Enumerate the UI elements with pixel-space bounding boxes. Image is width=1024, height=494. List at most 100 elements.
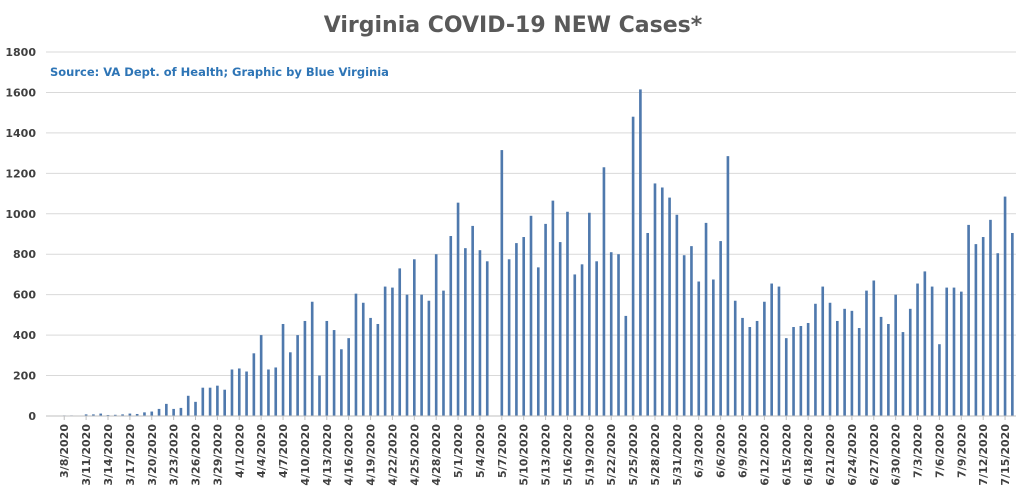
x-tick-label: 7/9/2020 — [955, 424, 968, 478]
x-tick-label: 7/12/2020 — [977, 424, 990, 486]
x-tick-label: 3/29/2020 — [211, 424, 224, 486]
bar — [216, 385, 219, 416]
x-tick-label: 6/27/2020 — [868, 424, 881, 486]
bar — [427, 300, 431, 416]
bar — [442, 290, 445, 416]
x-tick-label: 4/28/2020 — [430, 424, 443, 486]
x-tick-label: 5/13/2020 — [540, 424, 553, 486]
bar — [150, 411, 154, 416]
x-tick-label: 4/4/2020 — [255, 424, 268, 478]
bar — [624, 315, 628, 416]
bar — [660, 187, 664, 416]
bar — [879, 316, 883, 416]
bar — [697, 281, 701, 416]
bar — [391, 287, 394, 416]
x-tick-label: 5/25/2020 — [627, 424, 640, 486]
bar — [485, 261, 489, 416]
x-tick-label: 4/1/2020 — [233, 424, 246, 478]
x-tick-label: 4/10/2020 — [299, 424, 312, 486]
y-tick-label: 600 — [13, 289, 36, 302]
bar — [252, 353, 256, 416]
bar — [989, 219, 992, 416]
x-tick-label: 6/24/2020 — [846, 424, 859, 486]
x-tick-label: 5/22/2020 — [605, 424, 618, 486]
bar — [172, 408, 175, 416]
bar — [536, 267, 540, 416]
x-tick-label: 6/21/2020 — [824, 424, 837, 486]
x-tick-label: 5/31/2020 — [671, 424, 684, 486]
chart-title: Virginia COVID-19 NEW Cases* — [324, 13, 703, 38]
bar — [719, 241, 722, 416]
bar — [507, 259, 511, 416]
x-tick-label: 6/3/2020 — [693, 424, 706, 478]
bar — [588, 212, 591, 416]
x-tick-label: 6/9/2020 — [737, 424, 750, 478]
bar — [456, 202, 460, 416]
bar — [646, 232, 650, 416]
bar — [361, 302, 365, 416]
bar — [165, 403, 168, 416]
y-tick-label: 1400 — [5, 127, 36, 140]
x-tick-label: 5/7/2020 — [496, 424, 509, 478]
bar — [354, 293, 358, 416]
bar — [529, 215, 533, 416]
bar — [383, 286, 387, 416]
x-tick-label: 3/23/2020 — [168, 424, 181, 486]
bar — [413, 259, 416, 416]
bar — [573, 274, 577, 416]
bar — [770, 283, 773, 416]
bar — [843, 308, 846, 416]
bar — [464, 248, 467, 416]
bar — [887, 323, 890, 416]
x-tick-label: 6/15/2020 — [780, 424, 793, 486]
bar — [836, 320, 839, 416]
bar — [741, 317, 744, 416]
bar — [763, 301, 766, 416]
bar — [938, 344, 941, 416]
x-tick-label: 4/25/2020 — [408, 424, 421, 486]
x-tick-label: 6/12/2020 — [758, 424, 771, 486]
bar — [551, 200, 555, 416]
bar — [690, 246, 693, 416]
bar — [1011, 232, 1014, 416]
bar — [106, 414, 110, 416]
x-tick-label: 7/6/2020 — [933, 424, 946, 478]
bar — [318, 375, 321, 416]
bar — [923, 271, 927, 416]
bar — [303, 320, 307, 416]
bar — [99, 413, 103, 416]
bar — [952, 287, 956, 416]
bar — [332, 330, 336, 416]
bar — [668, 197, 671, 416]
bar — [194, 401, 197, 416]
bar — [471, 225, 474, 416]
bar — [945, 287, 949, 416]
bar — [595, 261, 598, 416]
bar — [704, 222, 708, 416]
bar — [84, 414, 88, 416]
bar — [500, 150, 504, 416]
bar — [814, 303, 817, 416]
x-tick-label: 5/1/2020 — [452, 424, 465, 478]
bar — [580, 264, 584, 416]
source-annotation: Source: VA Dept. of Health; Graphic by B… — [50, 65, 389, 79]
bar — [799, 326, 803, 416]
bar — [792, 327, 795, 416]
x-tick-label: 5/16/2020 — [561, 424, 574, 486]
y-tick-label: 1000 — [5, 208, 36, 221]
bar — [201, 387, 205, 416]
bar — [143, 412, 146, 416]
bar — [325, 320, 329, 416]
bar — [157, 408, 161, 416]
bar — [369, 317, 372, 416]
bar — [872, 280, 876, 416]
x-tick-label: 6/30/2020 — [890, 424, 903, 486]
bar — [784, 338, 788, 416]
x-tick-label: 6/18/2020 — [802, 424, 815, 486]
bar — [449, 236, 453, 416]
y-tick-label: 1800 — [5, 46, 36, 59]
y-tick-label: 0 — [28, 410, 36, 423]
bar — [653, 183, 657, 416]
bars — [48, 89, 1014, 417]
x-tick-label: 3/26/2020 — [190, 424, 203, 486]
